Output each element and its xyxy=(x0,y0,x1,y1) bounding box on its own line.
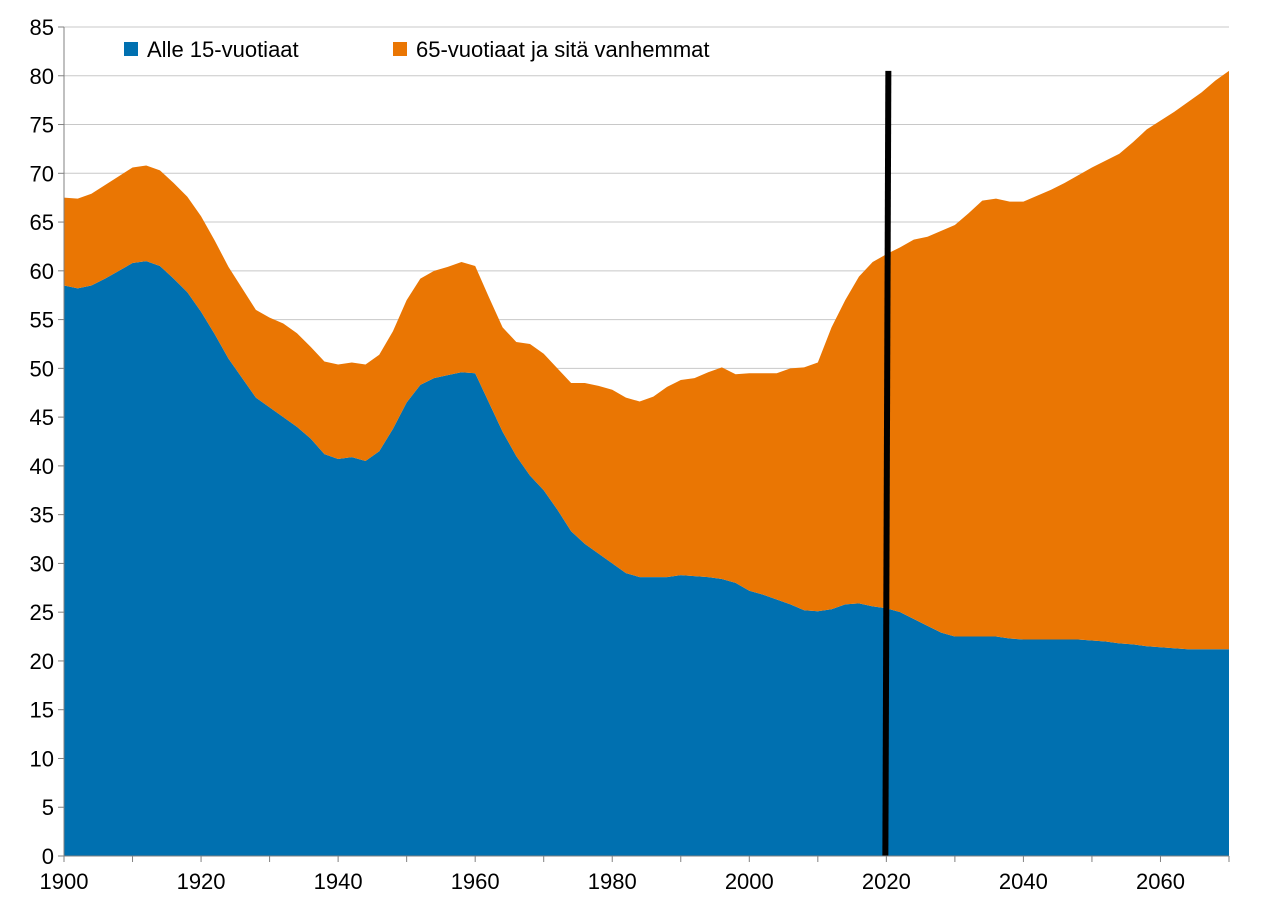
x-tick-label-1960: 1960 xyxy=(451,869,500,894)
y-tick-label-20: 20 xyxy=(30,649,54,674)
x-tick-label-1900: 1900 xyxy=(40,869,89,894)
x-tick-label-2040: 2040 xyxy=(999,869,1048,894)
y-tick-label-80: 80 xyxy=(30,64,54,89)
y-tick-label-35: 35 xyxy=(30,503,54,528)
y-tick-label-30: 30 xyxy=(30,551,54,576)
y-tick-label-25: 25 xyxy=(30,600,54,625)
y-tick-label-60: 60 xyxy=(30,259,54,284)
axes xyxy=(63,27,1229,857)
projection-marker xyxy=(882,70,892,857)
y-tick-label-50: 50 xyxy=(30,356,54,381)
y-tick-label-45: 45 xyxy=(30,405,54,430)
legend-label-65-and-over: 65-vuotiaat ja sitä vanhemmat xyxy=(416,37,710,62)
y-axis-ticks: 0 5 10 15 20 25 30 35 40 45 50 55 60 65 70 75 80 85 xyxy=(30,15,64,869)
x-tick-label-1980: 1980 xyxy=(588,869,637,894)
projection-line-2020 xyxy=(882,70,892,857)
y-tick-label-10: 10 xyxy=(30,746,54,771)
y-tick-label-5: 5 xyxy=(42,795,54,820)
x-tick-label-2020: 2020 xyxy=(862,869,911,894)
legend-swatch-under-15 xyxy=(124,42,138,56)
y-tick-label-85: 85 xyxy=(30,15,54,40)
legend-item-under-15: Alle 15-vuotiaat xyxy=(124,37,299,62)
area-65-and-over xyxy=(64,70,1229,650)
legend-item-65-and-over: 65-vuotiaat ja sitä vanhemmat xyxy=(393,37,710,62)
legend: Alle 15-vuotiaat 65-vuotiaat ja sitä van… xyxy=(124,37,710,62)
y-tick-label-65: 65 xyxy=(30,210,54,235)
y-tick-label-70: 70 xyxy=(30,161,54,186)
x-tick-label-1940: 1940 xyxy=(314,869,363,894)
area-series xyxy=(64,70,1229,856)
x-axis-ticks: 1900 1920 1940 1960 1980 2000 2020 2040 2060 xyxy=(40,856,1230,894)
y-tick-label-55: 55 xyxy=(30,308,54,333)
y-tick-label-75: 75 xyxy=(30,113,54,138)
area-under-15 xyxy=(64,261,1229,856)
x-tick-label-1920: 1920 xyxy=(177,869,226,894)
y-tick-label-15: 15 xyxy=(30,698,54,723)
x-tick-label-2060: 2060 xyxy=(1136,869,1185,894)
legend-swatch-65-and-over xyxy=(393,42,407,56)
legend-label-under-15: Alle 15-vuotiaat xyxy=(147,37,299,62)
x-tick-label-2000: 2000 xyxy=(725,869,774,894)
y-tick-label-0: 0 xyxy=(42,844,54,869)
y-tick-label-40: 40 xyxy=(30,454,54,479)
